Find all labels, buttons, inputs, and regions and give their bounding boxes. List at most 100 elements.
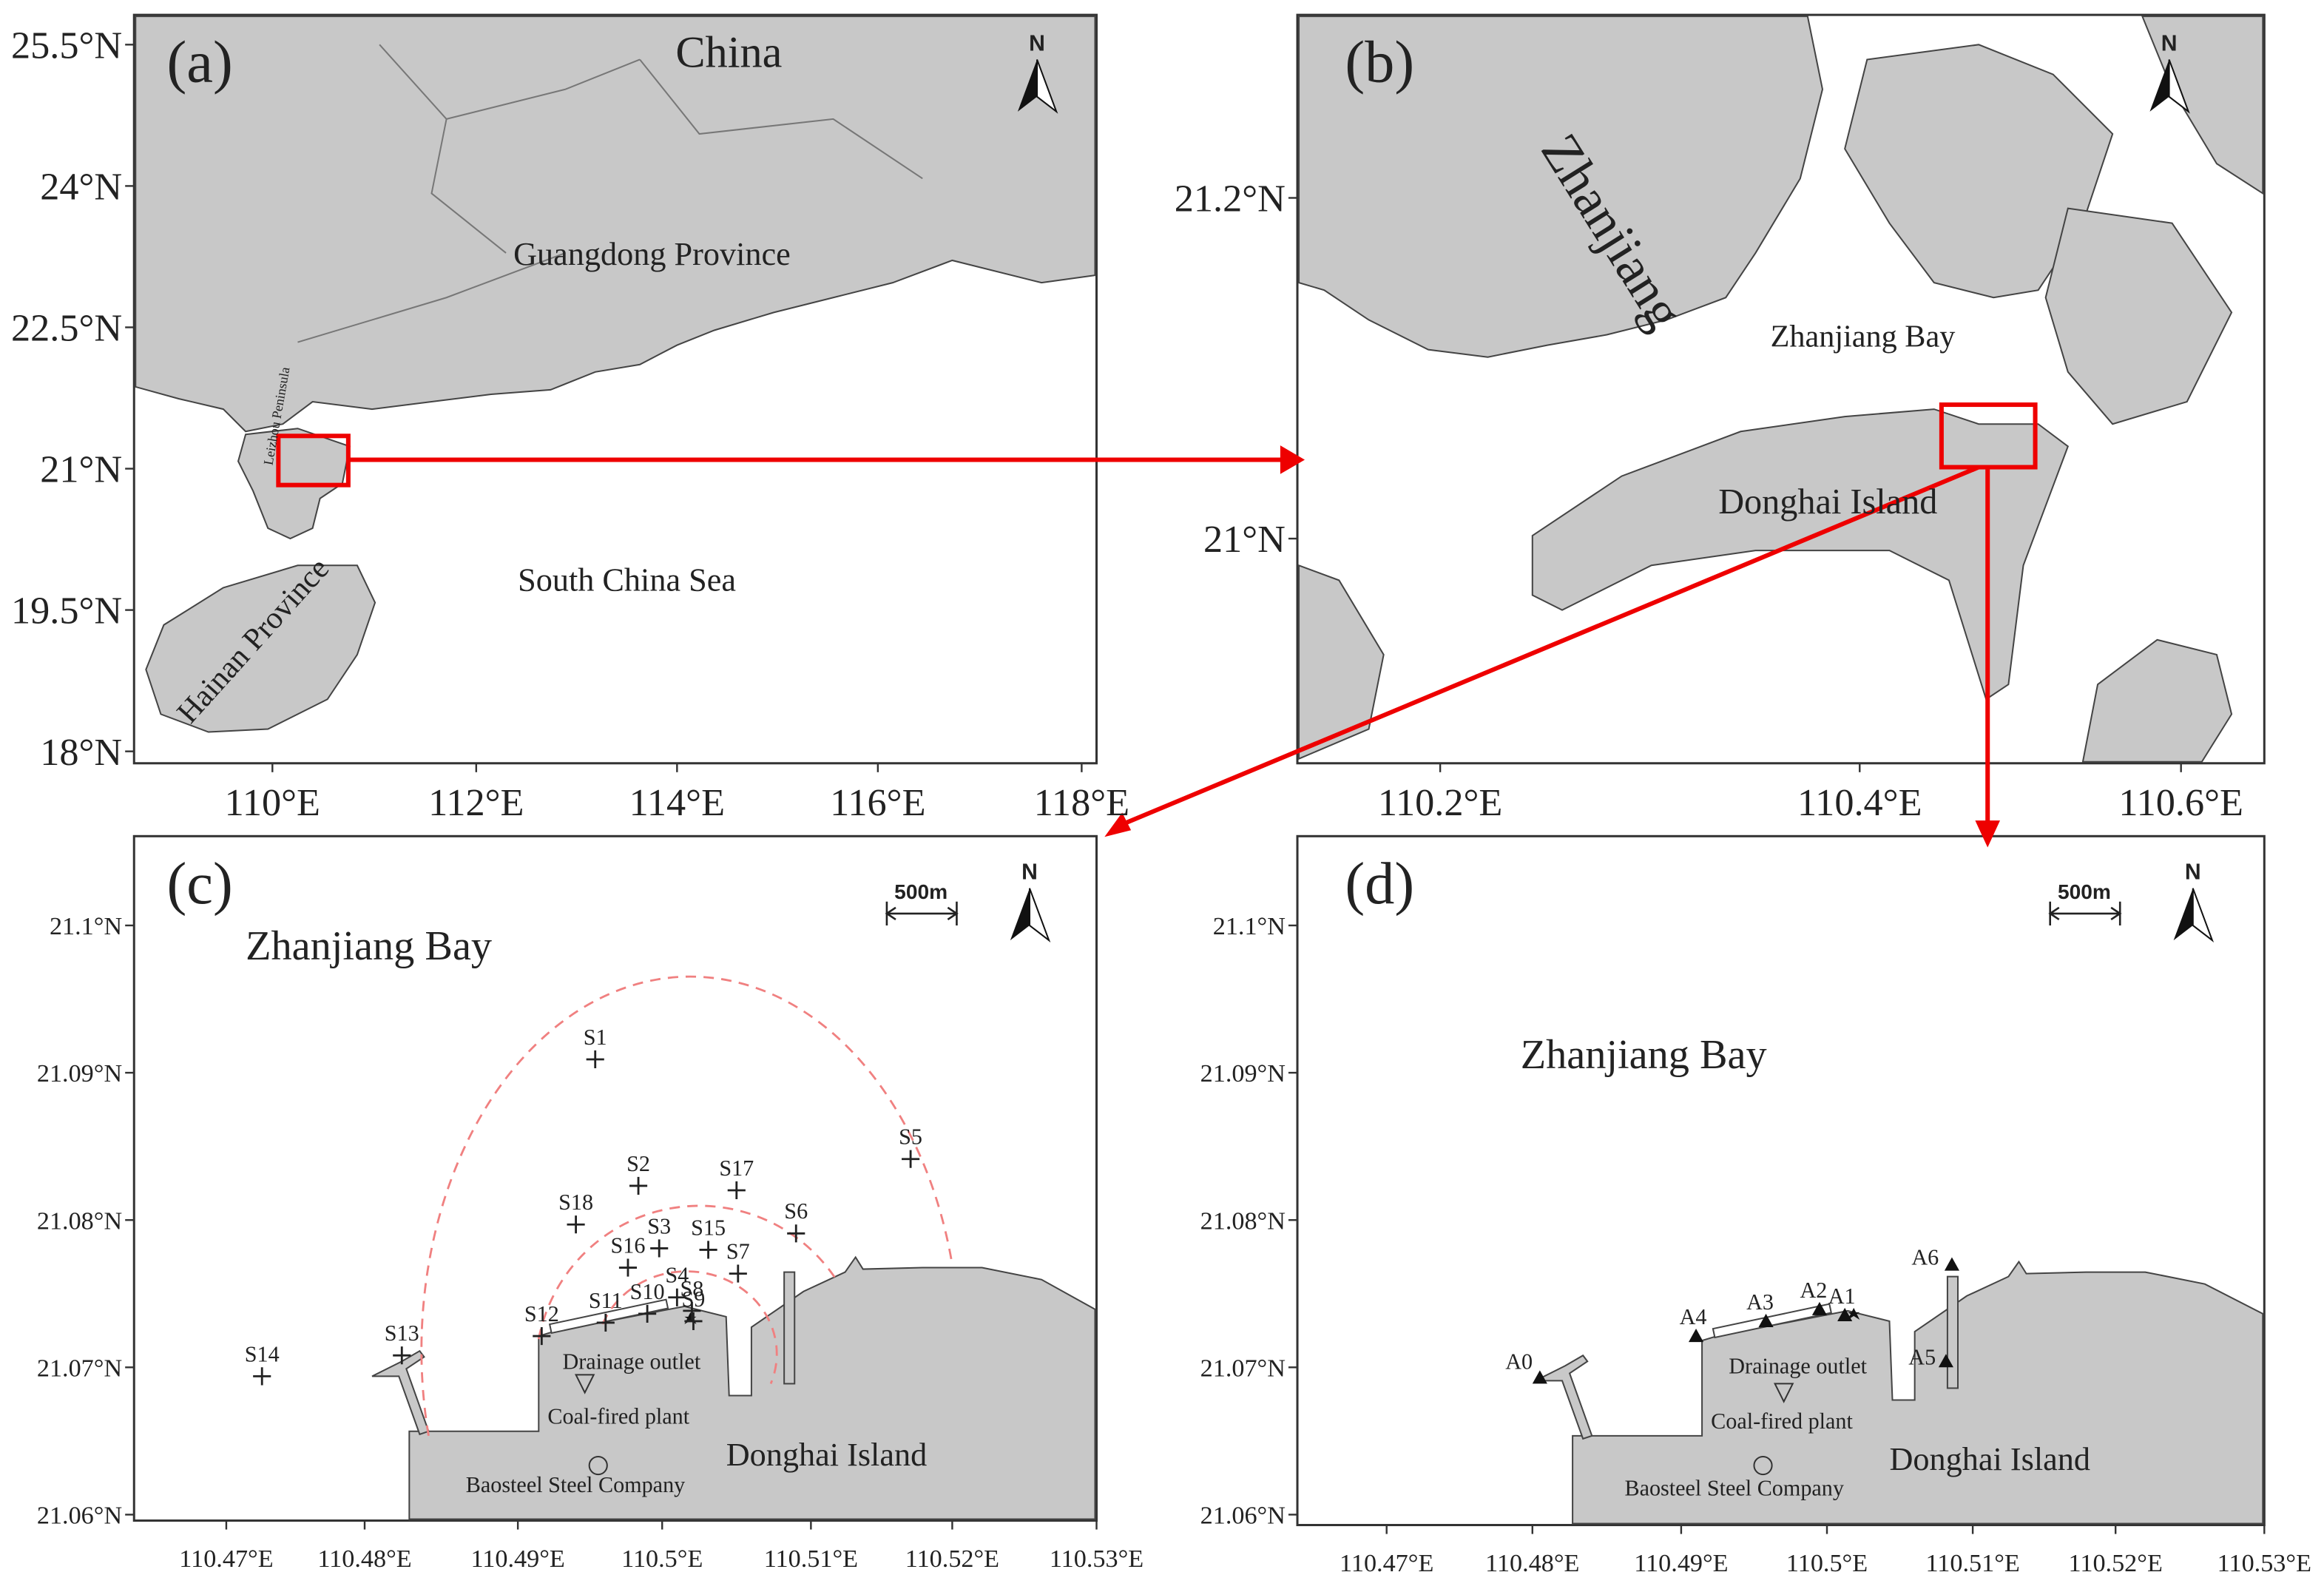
place-label: Drainage outlet bbox=[1729, 1353, 1867, 1378]
station-label: A2 bbox=[1800, 1278, 1827, 1303]
station-label: S15 bbox=[691, 1215, 726, 1240]
place-label: Zhanjiang Bay bbox=[1771, 320, 1956, 354]
scale-label: 500m bbox=[894, 880, 947, 903]
place-label: Donghai Island bbox=[1718, 482, 1937, 522]
north-label: N bbox=[2161, 31, 2178, 55]
x-tick-label: 110.2°E bbox=[1378, 781, 1503, 824]
y-tick-label: 21.1°N bbox=[1213, 913, 1286, 940]
x-tick-label: 110.47°E bbox=[1340, 1550, 1433, 1577]
x-tick-label: 110.5°E bbox=[1786, 1550, 1868, 1577]
north-arrow bbox=[1017, 59, 1038, 112]
station-label: S14 bbox=[245, 1341, 280, 1366]
station-label: S18 bbox=[558, 1190, 593, 1215]
x-tick-label: 110.53°E bbox=[2217, 1550, 2311, 1577]
station-label: S16 bbox=[611, 1232, 646, 1258]
y-tick-label: 22.5°N bbox=[11, 307, 122, 350]
panel-label: (a) bbox=[166, 30, 232, 95]
place-label: South China Sea bbox=[518, 561, 736, 598]
y-tick-label: 21.07°N bbox=[1200, 1355, 1286, 1382]
panel-label: (c) bbox=[166, 851, 232, 917]
place-label: Coal-fired plant bbox=[547, 1404, 689, 1429]
x-tick-label: 110.48°E bbox=[1485, 1550, 1579, 1577]
y-tick-label: 21°N bbox=[40, 448, 122, 491]
station-marker bbox=[787, 1224, 805, 1243]
station-label: A6 bbox=[1911, 1245, 1939, 1270]
station-label: S12 bbox=[524, 1301, 559, 1326]
x-tick-label: 110.48°E bbox=[317, 1545, 411, 1573]
station-label: S6 bbox=[784, 1198, 808, 1224]
station-label: S1 bbox=[584, 1025, 607, 1050]
x-tick-label: 116°E bbox=[830, 781, 925, 824]
y-tick-label: 21.09°N bbox=[37, 1060, 122, 1087]
north-arrow bbox=[1036, 59, 1058, 114]
station-marker bbox=[533, 1327, 551, 1346]
station-marker bbox=[1837, 1307, 1853, 1321]
x-tick-label: 110.49°E bbox=[470, 1545, 564, 1573]
y-tick-label: 21.08°N bbox=[37, 1207, 122, 1235]
station-label: S13 bbox=[385, 1321, 419, 1346]
place-label: China bbox=[675, 28, 782, 78]
north-arrow bbox=[2173, 888, 2193, 941]
station-label: S10 bbox=[630, 1279, 665, 1304]
y-tick-label: 25.5°N bbox=[11, 24, 122, 67]
station-marker bbox=[1811, 1301, 1828, 1315]
station-marker bbox=[1532, 1370, 1547, 1384]
station-marker bbox=[618, 1258, 638, 1277]
station-marker bbox=[393, 1346, 411, 1365]
y-tick-label: 21.1°N bbox=[50, 913, 122, 940]
x-tick-label: 110°E bbox=[225, 781, 320, 824]
station-label: S4 bbox=[665, 1263, 689, 1288]
callouts bbox=[276, 402, 2038, 848]
station-marker bbox=[567, 1215, 585, 1234]
x-tick-label: 110.4°E bbox=[1797, 781, 1922, 824]
y-tick-label: 21.08°N bbox=[1200, 1207, 1286, 1235]
station-marker bbox=[586, 1050, 604, 1069]
station-marker bbox=[684, 1312, 703, 1331]
y-tick-label: 19.5°N bbox=[11, 590, 122, 633]
x-tick-label: 110.52°E bbox=[2069, 1550, 2163, 1577]
north-arrow bbox=[1028, 888, 1051, 943]
north-label: N bbox=[1029, 31, 1045, 55]
y-tick-label: 21.07°N bbox=[37, 1355, 122, 1382]
scale-label: 500m bbox=[2058, 880, 2111, 903]
station-label: S8 bbox=[680, 1276, 704, 1301]
panel-label: (d) bbox=[1345, 851, 1414, 917]
station-label: S7 bbox=[726, 1238, 750, 1264]
scale-bar bbox=[2048, 901, 2122, 925]
station-label: S11 bbox=[589, 1288, 623, 1313]
station-label: A1 bbox=[1828, 1284, 1856, 1309]
station-marker bbox=[1938, 1354, 1953, 1368]
x-tick-label: 110.49°E bbox=[1634, 1550, 1728, 1577]
station-label: A3 bbox=[1746, 1289, 1774, 1315]
y-tick-label: 21.06°N bbox=[37, 1502, 122, 1529]
station-marker bbox=[596, 1313, 615, 1332]
place-label: Zhanjiang Bay bbox=[1521, 1032, 1767, 1078]
station-marker bbox=[1944, 1257, 1960, 1271]
station-marker bbox=[668, 1288, 686, 1306]
station-label: S17 bbox=[719, 1156, 754, 1181]
north-label: N bbox=[1021, 860, 1038, 885]
station-marker bbox=[629, 1176, 648, 1195]
station-label: A0 bbox=[1505, 1349, 1533, 1374]
x-tick-label: 110.6°E bbox=[2118, 781, 2243, 824]
station-marker bbox=[650, 1239, 669, 1258]
north-arrow bbox=[2168, 59, 2190, 114]
station-label: S3 bbox=[647, 1213, 671, 1238]
x-tick-label: 110.51°E bbox=[764, 1545, 858, 1573]
scale-bar bbox=[885, 901, 959, 925]
station-marker bbox=[253, 1367, 271, 1386]
place-label: Guangdong Province bbox=[513, 236, 791, 272]
x-tick-label: 110.47°E bbox=[179, 1545, 273, 1573]
y-tick-label: 21.06°N bbox=[1200, 1502, 1286, 1529]
station-marker bbox=[1758, 1313, 1774, 1328]
land-b bbox=[1298, 16, 2264, 763]
station-label: S9 bbox=[682, 1286, 706, 1312]
x-tick-label: 110.51°E bbox=[1925, 1550, 2019, 1577]
x-tick-label: 114°E bbox=[629, 781, 725, 824]
station-marker bbox=[727, 1181, 746, 1200]
x-tick-label: 110.5°E bbox=[621, 1545, 703, 1573]
land-a bbox=[135, 16, 1096, 733]
place-label: Donghai Island bbox=[1889, 1441, 2090, 1477]
x-tick-label: 118°E bbox=[1034, 781, 1129, 824]
